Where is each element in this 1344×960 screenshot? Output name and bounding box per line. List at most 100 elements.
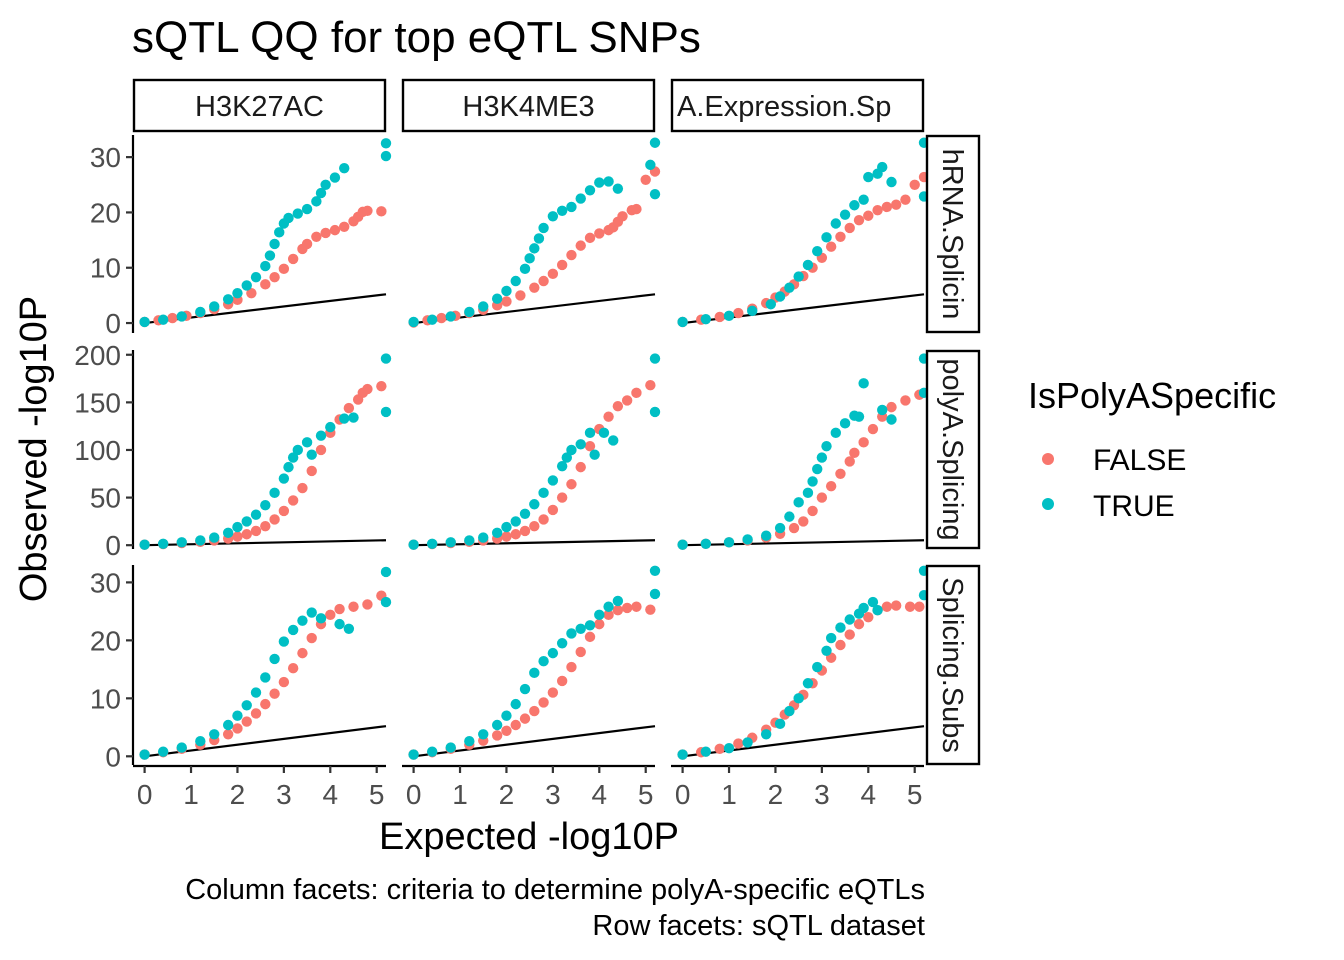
point-false — [491, 730, 503, 741]
y-tick-label: 30 — [90, 567, 121, 598]
point-false — [362, 205, 373, 216]
point-false — [714, 311, 725, 323]
point-true — [464, 306, 475, 318]
point-true — [784, 282, 795, 293]
point-false — [881, 601, 893, 612]
point-true — [677, 539, 688, 550]
y-tick-label: 200 — [74, 340, 121, 371]
point-true — [241, 700, 252, 711]
row-strip-label: polyA.Splicing — [936, 358, 968, 540]
column-strip-label: H3K4ME3 — [462, 91, 594, 123]
point-true — [339, 162, 350, 174]
point-false — [825, 480, 837, 492]
point-true — [315, 430, 327, 441]
point-true — [556, 205, 568, 216]
point-true — [830, 218, 841, 229]
y-axis-label: Observed -log10P — [13, 296, 55, 602]
point-false — [250, 525, 262, 537]
row-strip — [925, 134, 981, 334]
point-true — [510, 698, 521, 710]
point-false — [853, 214, 865, 226]
point-false — [334, 603, 345, 615]
point-false — [835, 231, 846, 242]
x-tick-label: 4 — [323, 779, 339, 810]
point-true — [566, 444, 577, 456]
point-true — [343, 623, 355, 634]
point-false — [260, 279, 271, 290]
point-false — [900, 395, 911, 406]
point-false — [232, 723, 243, 734]
point-false — [278, 263, 290, 275]
y-tick-label: 150 — [74, 387, 121, 418]
point-true — [793, 271, 804, 282]
point-true — [292, 208, 303, 219]
point-false — [890, 199, 902, 210]
x-tick-label: 5 — [907, 779, 923, 810]
point-false — [621, 602, 633, 614]
caption-line-2: Row facets: sQTL dataset — [592, 910, 925, 942]
point-false — [343, 402, 355, 414]
point-true — [426, 746, 438, 757]
point-true — [598, 427, 610, 439]
point-false — [510, 529, 521, 540]
point-true — [830, 427, 841, 439]
point-true — [339, 413, 350, 424]
point-false — [584, 440, 596, 452]
facet-panel — [408, 353, 661, 550]
point-true — [241, 516, 252, 527]
point-true — [176, 537, 187, 548]
point-false — [575, 646, 586, 658]
row-strip — [925, 349, 981, 550]
point-false — [816, 492, 828, 503]
point-true — [408, 749, 419, 760]
point-true — [853, 411, 865, 422]
point-false — [339, 221, 350, 233]
legend-title: IsPolyASpecific — [1028, 375, 1276, 416]
point-false — [297, 647, 308, 659]
point-true — [886, 414, 897, 425]
point-true — [649, 588, 661, 600]
point-false — [519, 525, 531, 537]
point-true — [566, 201, 577, 213]
point-false — [501, 725, 512, 736]
point-true — [575, 623, 586, 634]
point-true — [501, 710, 512, 721]
point-true — [426, 538, 438, 549]
point-false — [798, 516, 809, 527]
point-false — [853, 618, 865, 630]
point-false — [733, 307, 744, 319]
point-false — [575, 240, 586, 251]
point-true — [250, 509, 262, 520]
point-true — [858, 602, 869, 614]
point-false — [260, 520, 271, 532]
point-true — [287, 452, 299, 463]
y-tick-label: 10 — [90, 253, 121, 284]
point-true — [176, 742, 187, 753]
point-true — [723, 742, 735, 754]
point-false — [631, 203, 642, 215]
point-false — [325, 609, 336, 621]
y-tick-label: 0 — [105, 308, 121, 339]
point-true — [645, 159, 656, 171]
point-true — [139, 316, 150, 328]
point-false — [617, 211, 628, 222]
point-true — [835, 622, 846, 633]
point-true — [232, 710, 243, 721]
facet-panel — [139, 353, 392, 550]
point-true — [209, 301, 220, 312]
point-true — [700, 538, 712, 549]
point-false — [515, 290, 526, 301]
point-false — [594, 618, 605, 630]
point-true — [760, 530, 772, 541]
point-true — [325, 421, 336, 433]
point-false — [825, 241, 837, 252]
point-false — [306, 465, 317, 477]
point-false — [362, 599, 373, 610]
point-true — [426, 314, 438, 325]
point-true — [612, 183, 624, 194]
point-false — [538, 275, 549, 287]
x-tick-label: 3 — [276, 779, 292, 810]
point-true — [742, 534, 753, 545]
point-false — [315, 444, 327, 456]
point-false — [501, 531, 512, 542]
